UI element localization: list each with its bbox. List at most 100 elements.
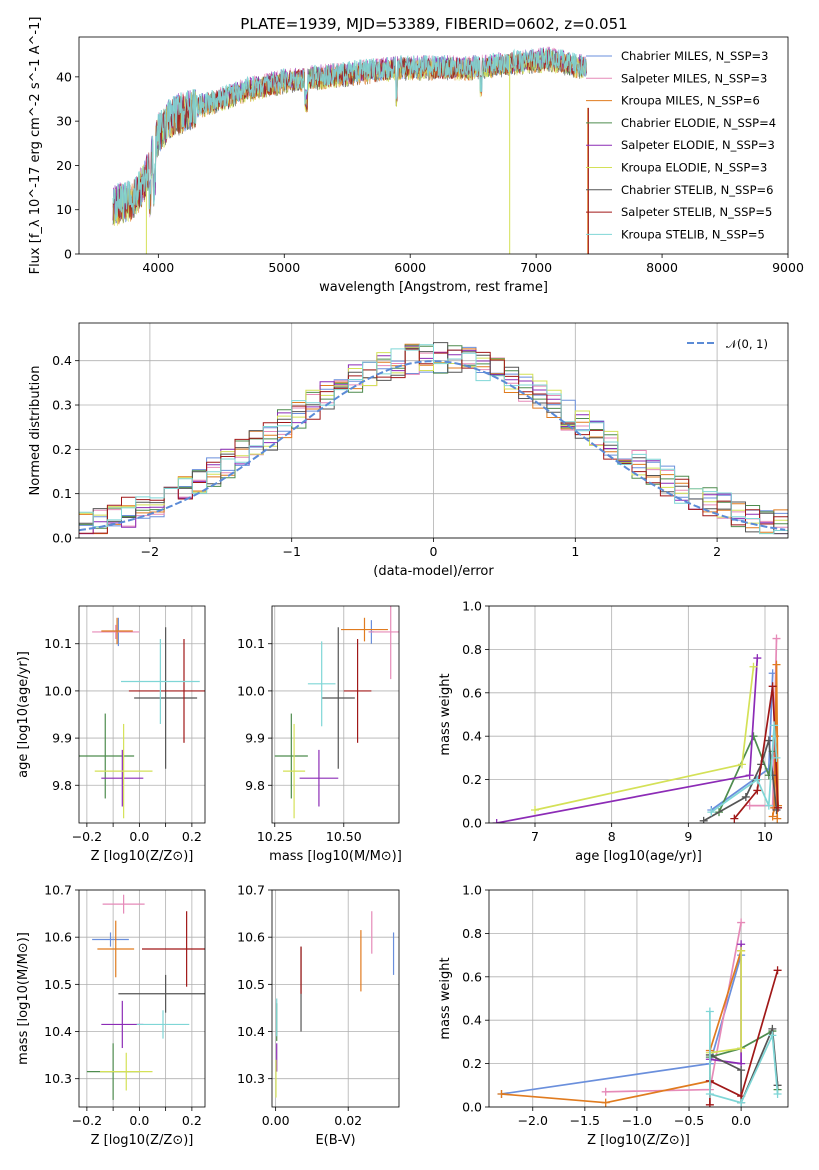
y-tick-label: 0.6 bbox=[462, 685, 482, 700]
y-tick-label: 10.1 bbox=[237, 636, 265, 651]
y-tick-label: 9.9 bbox=[245, 731, 265, 746]
legend-label: Chabrier STELIB, N_SSP=6 bbox=[621, 183, 773, 197]
y-tick-label: 10.0 bbox=[237, 683, 265, 698]
chart-mass-vs-Z: −0.2 0.0 0.2 10.3 10.4 10.5 10.6 10.7 Z [log10(Z… bbox=[16, 883, 206, 1148]
weight-marker bbox=[764, 736, 773, 745]
errorbar-point bbox=[97, 920, 135, 978]
x-axis-label: E(B-V) bbox=[315, 1133, 355, 1148]
axes-frame bbox=[488, 605, 789, 824]
legend-label: Kroupa ELODIE, N_SSP=3 bbox=[621, 161, 767, 175]
errorbar-point bbox=[307, 641, 336, 727]
legend: Chabrier MILES, N_SSP=3 Salpeter MILES, N… bbox=[586, 49, 776, 241]
spectrum-line-c8 bbox=[112, 47, 587, 222]
x-tick-label: 9000 bbox=[772, 260, 804, 275]
errorbar-point bbox=[100, 1052, 153, 1091]
normal-curve bbox=[79, 360, 786, 532]
axes-frame bbox=[271, 889, 400, 1108]
errorbar-point bbox=[274, 713, 308, 799]
x-axis-label: Z [log10(Z/Z⊙)] bbox=[587, 1133, 690, 1148]
legend-label: Kroupa MILES, N_SSP=6 bbox=[621, 94, 760, 108]
y-tick-label: 1.0 bbox=[462, 883, 482, 898]
x-tick-label: 8 bbox=[608, 829, 616, 844]
y-tick-label: 10 bbox=[56, 202, 72, 217]
weight-marker bbox=[753, 654, 762, 663]
axes-frame bbox=[78, 36, 789, 255]
chart-spectrum: 4000 5000 6000 7000 8000 9000 0 10 20 30 40 wavelen… bbox=[28, 17, 804, 295]
weight-marker bbox=[741, 792, 750, 801]
x-tick-label: 1 bbox=[571, 544, 579, 559]
y-tick-label: 10.4 bbox=[237, 1024, 265, 1039]
errorbar-point bbox=[134, 627, 198, 769]
weight-marker bbox=[768, 812, 777, 821]
y-tick-label: 30 bbox=[56, 114, 72, 129]
errorbar-point bbox=[343, 639, 372, 743]
x-tick-label: 4000 bbox=[142, 260, 174, 275]
x-tick-label: −0.2 bbox=[72, 1113, 102, 1128]
y-tick-label: 0.4 bbox=[462, 1013, 482, 1028]
x-tick-label: 10 bbox=[757, 829, 773, 844]
errorbar-point bbox=[101, 749, 144, 807]
axes-frame bbox=[78, 605, 206, 824]
weight-line-c6 bbox=[703, 740, 778, 822]
x-axis-label: age [log10(age/yr)] bbox=[575, 849, 702, 864]
plot-area bbox=[492, 634, 783, 823]
weight-marker bbox=[492, 819, 501, 823]
x-tick-label: 7 bbox=[531, 829, 539, 844]
y-tick-label: 0.2 bbox=[462, 1056, 482, 1071]
x-tick-label: 0.0 bbox=[129, 1113, 149, 1128]
x-tick-label: 10.50 bbox=[326, 829, 362, 844]
legend-label: Salpeter MILES, N_SSP=3 bbox=[621, 71, 767, 85]
y-tick-label: 10.6 bbox=[44, 930, 72, 945]
y-tick-label: 0.4 bbox=[52, 353, 72, 368]
errorbar-point bbox=[92, 932, 129, 947]
y-tick-label: 0.4 bbox=[462, 729, 482, 744]
x-tick-label: −1 bbox=[282, 544, 300, 559]
x-tick-label: 9 bbox=[684, 829, 692, 844]
weight-marker bbox=[772, 634, 781, 643]
errorbar-point bbox=[121, 639, 200, 724]
x-tick-label: 0.2 bbox=[182, 1113, 202, 1128]
x-tick-label: 8000 bbox=[646, 260, 678, 275]
errorbar-point bbox=[94, 723, 153, 819]
errorbar-point bbox=[118, 974, 205, 1013]
weight-marker bbox=[753, 786, 762, 795]
plot-area bbox=[112, 46, 589, 254]
x-tick-label: 0.0 bbox=[129, 829, 149, 844]
legend: 𝒩(0, 1) bbox=[687, 337, 768, 351]
errorbar-point bbox=[101, 617, 133, 645]
y-tick-label: 9.8 bbox=[245, 778, 265, 793]
y-tick-label: 9.8 bbox=[52, 778, 72, 793]
weight-marker bbox=[768, 1031, 777, 1040]
y-tick-label: 10.4 bbox=[44, 1024, 72, 1039]
y-tick-label: 0.8 bbox=[462, 642, 482, 657]
x-tick-label: 0 bbox=[430, 544, 438, 559]
x-axis-label: mass [log10(M/M⊙)] bbox=[269, 849, 402, 864]
legend-label: Kroupa STELIB, N_SSP=5 bbox=[621, 227, 765, 241]
errorbar-point bbox=[341, 617, 388, 642]
plot-area bbox=[79, 342, 788, 535]
errorbar-point bbox=[321, 627, 355, 769]
y-axis-label: Normed distribution bbox=[28, 366, 43, 496]
y-tick-label: 0.1 bbox=[52, 486, 72, 501]
y-tick-label: 10.7 bbox=[237, 883, 265, 898]
weight-marker bbox=[601, 1087, 610, 1096]
y-axis-label: mass weight bbox=[438, 673, 453, 755]
weight-marker bbox=[705, 1007, 714, 1016]
x-tick-label: 10.25 bbox=[257, 829, 293, 844]
weight-marker bbox=[764, 801, 773, 810]
y-axis-label: mass [log10(M/M⊙)] bbox=[16, 932, 31, 1065]
weight-marker bbox=[531, 805, 539, 814]
y-tick-label: 0.0 bbox=[462, 1100, 482, 1115]
x-tick-label: 0.02 bbox=[334, 1113, 362, 1128]
plot-area bbox=[79, 617, 205, 819]
chart-weight-vs-Z: −2.0 −1.5 −1.0 −0.5 0.0 0.0 0.2 0.4 0.6 0.8 1.0 Z [… bbox=[438, 883, 789, 1148]
y-tick-label: 10.5 bbox=[44, 977, 72, 992]
y-tick-label: 0.2 bbox=[52, 442, 72, 457]
weight-marker bbox=[497, 1089, 506, 1098]
weight-marker bbox=[738, 760, 746, 769]
weight-marker bbox=[768, 682, 777, 691]
plot-area bbox=[497, 918, 782, 1107]
errorbar-point bbox=[142, 911, 205, 987]
errorbar-point bbox=[368, 606, 399, 680]
